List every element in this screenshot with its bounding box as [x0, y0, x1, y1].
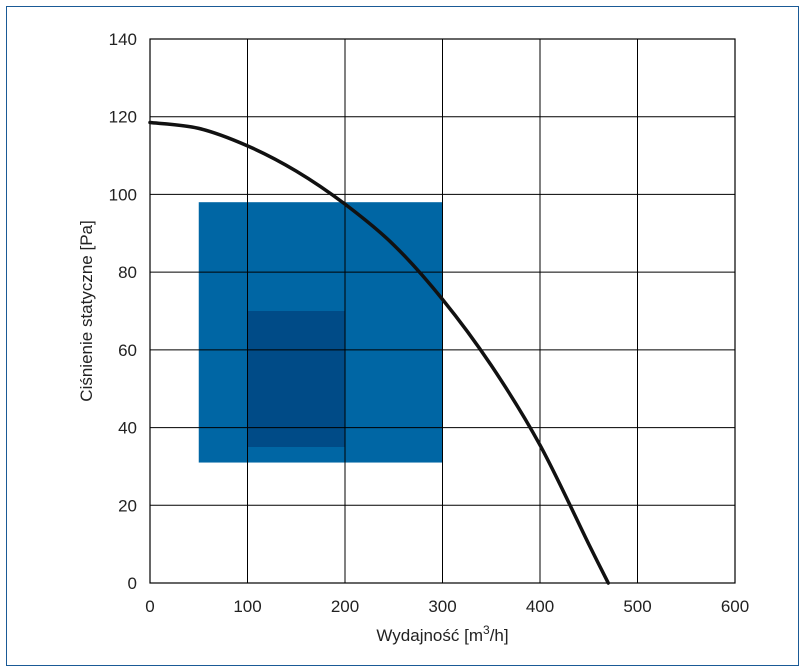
y-tick-label: 60: [118, 341, 137, 360]
regions-layer: [198, 202, 443, 463]
x-tick-label: 200: [331, 597, 359, 616]
x-tick-label: 100: [233, 597, 261, 616]
x-tick-label: 400: [526, 597, 554, 616]
y-tick-label: 40: [118, 419, 137, 438]
x-axis-label: Wydajność [m3/h]: [376, 623, 508, 645]
y-tick-label: 80: [118, 263, 137, 282]
y-tick-label: 140: [109, 30, 137, 49]
fan-curve-line-1: [148, 120, 610, 585]
x-tick-label: 0: [145, 597, 154, 616]
y-tick-label: 100: [109, 185, 137, 204]
plot-area-border: [149, 38, 736, 584]
y-axis-label: Ciśnienie statyczne [Pa]: [77, 220, 96, 401]
y-tick-labels: 0 20 40 60 80 100 120 140: [109, 30, 137, 593]
y-tick-label: 120: [109, 108, 137, 127]
x-tick-label: 300: [428, 597, 456, 616]
x-tick-labels: 0 100 200 300 400 500 600: [145, 597, 749, 616]
y-tick-label: 0: [128, 574, 137, 593]
x-tick-label: 500: [623, 597, 651, 616]
operating-region-2: [247, 311, 345, 447]
x-tick-label: 600: [721, 597, 749, 616]
y-tick-label: 20: [118, 496, 137, 515]
series-layer: [148, 120, 610, 585]
